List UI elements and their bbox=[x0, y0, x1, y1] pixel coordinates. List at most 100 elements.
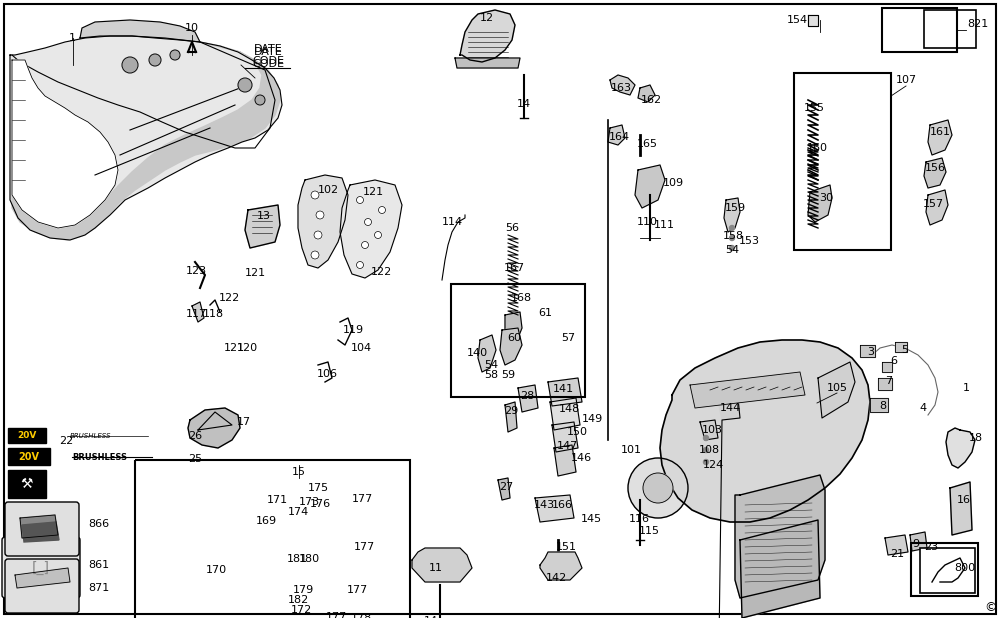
Text: 27: 27 bbox=[499, 482, 513, 492]
Ellipse shape bbox=[730, 226, 734, 231]
Text: 170: 170 bbox=[205, 565, 227, 575]
Bar bbox=[882, 8, 957, 52]
Text: 15: 15 bbox=[292, 467, 306, 477]
Polygon shape bbox=[505, 312, 522, 342]
Text: DATE
CODE: DATE CODE bbox=[252, 47, 284, 69]
Text: 1: 1 bbox=[962, 383, 970, 393]
Text: 173: 173 bbox=[298, 497, 320, 507]
Polygon shape bbox=[926, 190, 948, 225]
Text: 60: 60 bbox=[507, 333, 521, 343]
Text: 8: 8 bbox=[879, 401, 887, 411]
Ellipse shape bbox=[730, 235, 734, 240]
Ellipse shape bbox=[356, 197, 364, 203]
Text: 174: 174 bbox=[287, 507, 309, 517]
Polygon shape bbox=[885, 535, 908, 555]
Text: 23: 23 bbox=[924, 542, 938, 552]
Bar bbox=[924, 10, 976, 48]
Text: 28: 28 bbox=[520, 391, 534, 401]
Text: 154: 154 bbox=[786, 15, 808, 25]
Bar bbox=[911, 543, 978, 596]
Text: 160: 160 bbox=[806, 143, 828, 153]
FancyBboxPatch shape bbox=[5, 559, 79, 613]
Polygon shape bbox=[895, 342, 907, 352]
FancyBboxPatch shape bbox=[5, 502, 79, 556]
Polygon shape bbox=[808, 185, 832, 222]
Text: 103: 103 bbox=[702, 425, 722, 435]
Text: 119: 119 bbox=[342, 325, 364, 335]
Text: 21: 21 bbox=[890, 549, 904, 559]
Text: 161: 161 bbox=[930, 127, 950, 137]
Polygon shape bbox=[192, 302, 204, 322]
Text: 156: 156 bbox=[924, 163, 946, 173]
Text: ⚒: ⚒ bbox=[21, 477, 33, 491]
Ellipse shape bbox=[704, 447, 708, 452]
Ellipse shape bbox=[628, 458, 688, 518]
Text: 7: 7 bbox=[885, 376, 893, 386]
Polygon shape bbox=[635, 165, 665, 208]
Polygon shape bbox=[80, 20, 200, 42]
Text: 122: 122 bbox=[370, 267, 392, 277]
Text: 171: 171 bbox=[266, 495, 288, 505]
Text: 57: 57 bbox=[561, 333, 575, 343]
Text: 167: 167 bbox=[503, 263, 525, 273]
Text: 22: 22 bbox=[59, 436, 73, 446]
Text: 142: 142 bbox=[545, 573, 567, 583]
Text: 148: 148 bbox=[558, 404, 580, 414]
Ellipse shape bbox=[362, 242, 368, 248]
Bar bbox=[135, 460, 410, 618]
Text: 150: 150 bbox=[566, 427, 588, 437]
Polygon shape bbox=[878, 378, 892, 390]
Text: 114: 114 bbox=[441, 217, 463, 227]
Polygon shape bbox=[15, 568, 70, 588]
Text: 12: 12 bbox=[480, 13, 494, 23]
Text: 20V: 20V bbox=[17, 431, 37, 441]
Polygon shape bbox=[10, 36, 282, 240]
Text: 178: 178 bbox=[350, 613, 372, 618]
Ellipse shape bbox=[149, 54, 161, 66]
Ellipse shape bbox=[364, 219, 372, 226]
Text: 20V: 20V bbox=[18, 452, 40, 462]
Polygon shape bbox=[870, 398, 888, 412]
Text: 176: 176 bbox=[309, 499, 331, 509]
Text: 102: 102 bbox=[317, 185, 339, 195]
Text: 10: 10 bbox=[185, 23, 199, 33]
Polygon shape bbox=[660, 340, 870, 522]
Polygon shape bbox=[882, 362, 892, 372]
Text: 181: 181 bbox=[286, 554, 308, 564]
Text: ©: © bbox=[984, 601, 996, 614]
Polygon shape bbox=[340, 180, 402, 278]
Ellipse shape bbox=[122, 57, 138, 73]
Bar bbox=[8, 448, 50, 465]
Text: 162: 162 bbox=[640, 95, 662, 105]
Polygon shape bbox=[808, 15, 818, 26]
Ellipse shape bbox=[311, 251, 319, 259]
Text: 1: 1 bbox=[68, 33, 76, 43]
Polygon shape bbox=[20, 515, 58, 538]
Text: 177: 177 bbox=[325, 612, 347, 618]
Polygon shape bbox=[690, 372, 805, 408]
Text: 109: 109 bbox=[662, 178, 684, 188]
Text: 59: 59 bbox=[501, 370, 515, 380]
Text: 117: 117 bbox=[185, 309, 207, 319]
Text: 153: 153 bbox=[738, 236, 760, 246]
Polygon shape bbox=[548, 378, 582, 406]
Text: 105: 105 bbox=[826, 383, 848, 393]
Polygon shape bbox=[700, 420, 718, 440]
Text: 18: 18 bbox=[969, 433, 983, 443]
Polygon shape bbox=[478, 335, 496, 372]
Text: 6: 6 bbox=[891, 356, 898, 366]
Text: 108: 108 bbox=[698, 445, 720, 455]
Text: 177: 177 bbox=[351, 494, 373, 504]
Polygon shape bbox=[412, 548, 472, 582]
Text: 165: 165 bbox=[637, 139, 658, 149]
Ellipse shape bbox=[378, 206, 386, 213]
Text: 116: 116 bbox=[629, 514, 650, 524]
Text: 146: 146 bbox=[570, 453, 592, 463]
Text: 169: 169 bbox=[255, 516, 277, 526]
Polygon shape bbox=[12, 42, 280, 240]
Polygon shape bbox=[860, 345, 875, 357]
Polygon shape bbox=[500, 328, 522, 365]
Text: 14: 14 bbox=[424, 616, 438, 618]
Text: 158: 158 bbox=[722, 231, 744, 241]
Text: 124: 124 bbox=[702, 460, 724, 470]
